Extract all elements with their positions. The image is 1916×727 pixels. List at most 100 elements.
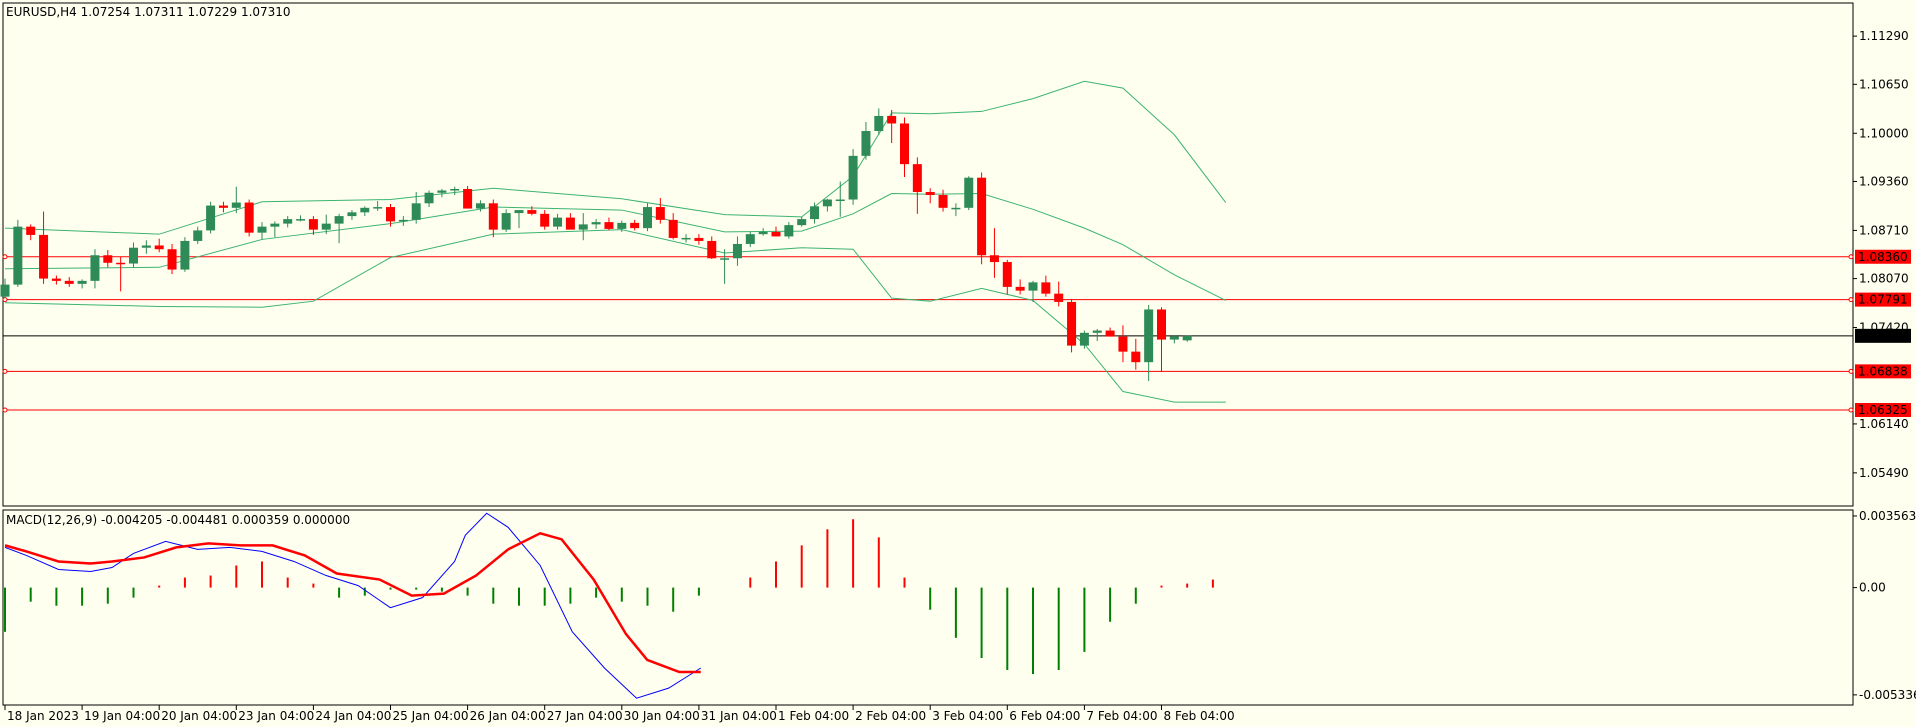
- candle-body: [668, 219, 678, 238]
- candle: [0, 278, 10, 299]
- macd-panel[interactable]: MACD(12,26,9) -0.004205 -0.004481 0.0003…: [2, 509, 1916, 706]
- candle-body: [270, 223, 280, 227]
- level-anchor[interactable]: [1848, 254, 1854, 260]
- macd-axis-label: 0.003563: [1859, 509, 1916, 523]
- candle: [308, 216, 318, 235]
- candle-body: [900, 123, 909, 165]
- candle: [360, 206, 370, 217]
- candle-body: [578, 224, 588, 230]
- level-label-box: [1855, 402, 1911, 417]
- candle: [1067, 298, 1077, 353]
- level-anchor[interactable]: [1848, 297, 1854, 303]
- macd-signal-line: [4, 531, 701, 674]
- candle-body: [771, 231, 781, 237]
- time-axis-label: 27 Jan 04:00: [547, 709, 623, 723]
- candle: [321, 214, 331, 235]
- candle: [989, 228, 999, 278]
- candle-body: [553, 217, 563, 227]
- price-axis-label: 1.05490: [1859, 466, 1909, 480]
- time-axis-label: 8 Feb 04:00: [1164, 709, 1235, 723]
- candle: [244, 199, 254, 237]
- candle: [912, 157, 922, 214]
- candle: [1015, 279, 1025, 295]
- candle-body: [360, 207, 370, 213]
- candle-body: [732, 243, 742, 259]
- candle: [1131, 338, 1141, 370]
- candle: [925, 188, 935, 204]
- candle: [951, 203, 961, 217]
- candle-body: [694, 237, 704, 241]
- candle: [167, 243, 177, 275]
- level-label: 1.08360: [1858, 250, 1908, 264]
- macd-axis-label: -0.005336: [1859, 688, 1916, 702]
- candle-body: [1118, 336, 1128, 352]
- candle-body: [39, 234, 49, 279]
- candle: [39, 211, 49, 284]
- candle-body: [822, 199, 832, 207]
- candle: [848, 149, 858, 205]
- time-axis-label: 25 Jan 04:00: [393, 709, 469, 723]
- candle: [141, 240, 151, 254]
- candle: [283, 216, 293, 228]
- level-anchor[interactable]: [2, 407, 8, 413]
- candle-body: [720, 258, 730, 260]
- candle-body: [26, 226, 36, 235]
- time-axis-label: 20 Jan 04:00: [161, 709, 237, 723]
- candle-body: [321, 223, 331, 230]
- level-anchor[interactable]: [2, 297, 8, 303]
- level-label-box: [1855, 249, 1911, 264]
- price-panel[interactable]: EURUSD,H4 1.07254 1.07311 1.07229 1.0731…: [0, 2, 1912, 507]
- level-label-box: [1855, 328, 1911, 343]
- candle: [1028, 280, 1038, 302]
- candle-body: [565, 217, 575, 230]
- level-anchor[interactable]: [2, 368, 8, 374]
- candle-body: [437, 190, 447, 193]
- candle: [218, 201, 228, 213]
- candle: [874, 108, 884, 135]
- candle-body: [1015, 286, 1025, 291]
- candle: [270, 221, 280, 238]
- candle: [193, 226, 203, 244]
- price-axis: 1.11290 1.10650 1.10000 1.09360 1.08710 1.080…: [1853, 29, 1909, 480]
- macd-panel-frame: [2, 509, 1854, 706]
- candle: [103, 249, 113, 268]
- candle-body: [1169, 336, 1179, 340]
- candle-body: [951, 207, 961, 210]
- candle: [373, 201, 383, 211]
- candle: [964, 176, 974, 211]
- time-axis-label: 26 Jan 04:00: [470, 709, 546, 723]
- candle-body: [244, 202, 254, 233]
- candle-body: [1105, 330, 1115, 337]
- candle-body: [1041, 282, 1051, 294]
- candle-body: [925, 192, 935, 196]
- horizontal-levels[interactable]: 1.08360 1.07791 1.07310 1.06838 1.06325: [2, 249, 1911, 417]
- level-anchor[interactable]: [1848, 368, 1854, 374]
- candle-body: [193, 230, 203, 241]
- candle-body: [90, 255, 100, 281]
- level-anchor[interactable]: [1848, 407, 1854, 413]
- candle-body: [912, 164, 922, 193]
- candle-body: [655, 207, 665, 220]
- candle-body: [475, 203, 485, 209]
- candle-body: [347, 212, 357, 217]
- candle-body: [874, 115, 884, 132]
- candle-body: [1002, 262, 1012, 287]
- candle: [64, 277, 74, 287]
- candle-body: [643, 207, 652, 229]
- level-anchor[interactable]: [2, 254, 8, 260]
- candle: [938, 189, 948, 212]
- candle-body: [296, 219, 306, 221]
- candle: [745, 231, 755, 247]
- candle: [206, 201, 216, 234]
- candle: [154, 238, 164, 253]
- candle-body: [231, 202, 241, 208]
- candle-body: [206, 205, 216, 231]
- candle-body: [334, 216, 344, 224]
- level-label: 1.06838: [1858, 364, 1908, 378]
- candle: [386, 204, 395, 227]
- candle-body: [1144, 309, 1154, 363]
- candle-body: [283, 219, 293, 224]
- candle: [1169, 335, 1179, 344]
- time-axis-label: 19 Jan 04:00: [84, 709, 160, 723]
